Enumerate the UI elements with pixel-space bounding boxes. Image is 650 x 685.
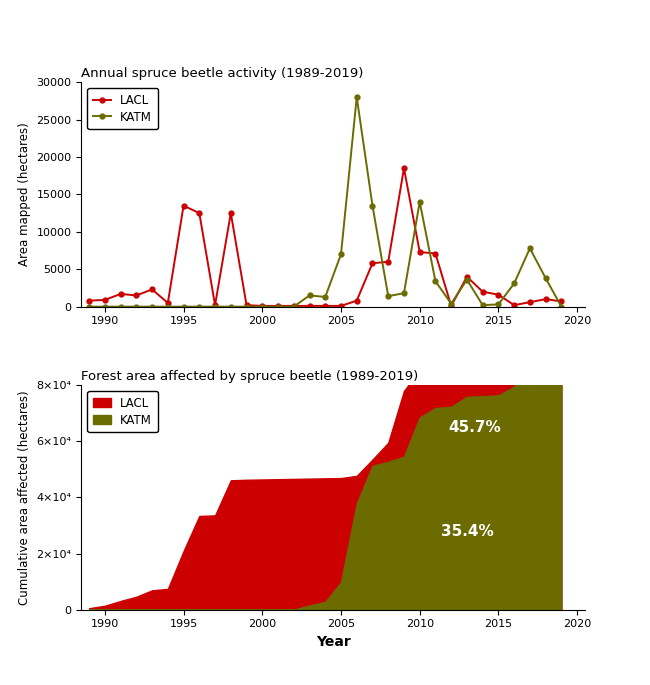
LACL [526, 298, 534, 306]
Text: Annual spruce beetle activity (1989-2019): Annual spruce beetle activity (1989-2019… [81, 66, 363, 79]
LACL [321, 302, 329, 310]
LACL [541, 295, 549, 303]
LACL [101, 296, 109, 304]
Text: Forest area affected by spruce beetle (1989-2019): Forest area affected by spruce beetle (1… [81, 370, 419, 383]
Legend: LACL, KATM: LACL, KATM [87, 391, 158, 432]
KATM [259, 303, 266, 311]
LACL [306, 302, 313, 310]
LACL [369, 259, 376, 267]
LACL [400, 164, 408, 173]
LACL [196, 209, 203, 217]
Line: LACL: LACL [86, 166, 564, 308]
KATM [85, 303, 93, 311]
X-axis label: Year: Year [316, 635, 350, 649]
Text: 45.7%: 45.7% [448, 420, 501, 435]
Line: KATM: KATM [86, 95, 564, 309]
KATM [290, 303, 298, 311]
KATM [510, 279, 518, 288]
LACL [227, 209, 235, 217]
LACL [164, 299, 172, 307]
LACL [432, 249, 439, 258]
KATM [164, 303, 172, 311]
KATM [117, 303, 125, 311]
LACL [85, 297, 93, 305]
KATM [196, 303, 203, 311]
LACL [259, 302, 266, 310]
KATM [227, 303, 235, 311]
KATM [321, 292, 329, 301]
LACL [274, 302, 282, 310]
KATM [558, 303, 566, 311]
LACL [558, 297, 566, 306]
KATM [369, 201, 376, 210]
LACL [290, 302, 298, 310]
LACL [353, 297, 361, 305]
Text: 35.4%: 35.4% [441, 523, 493, 538]
KATM [353, 93, 361, 101]
KATM [463, 275, 471, 284]
LACL [148, 286, 156, 294]
KATM [337, 250, 345, 258]
LACL [416, 248, 424, 256]
LACL [337, 302, 345, 310]
Y-axis label: Cumulative area affected (hectares): Cumulative area affected (hectares) [18, 390, 31, 605]
LACL [463, 273, 471, 281]
KATM [479, 301, 487, 309]
KATM [432, 277, 439, 286]
KATM [306, 291, 313, 299]
LACL [510, 301, 518, 309]
KATM [211, 303, 219, 311]
KATM [179, 303, 187, 311]
Legend: LACL, KATM: LACL, KATM [87, 88, 158, 129]
KATM [384, 292, 392, 300]
KATM [416, 198, 424, 206]
LACL [479, 288, 487, 296]
KATM [526, 244, 534, 252]
LACL [211, 301, 219, 309]
KATM [242, 303, 250, 311]
LACL [495, 290, 502, 299]
KATM [447, 299, 455, 308]
KATM [148, 303, 156, 311]
KATM [133, 303, 140, 311]
LACL [242, 301, 250, 309]
LACL [384, 258, 392, 266]
Y-axis label: Area mapped (hectares): Area mapped (hectares) [18, 123, 31, 266]
KATM [400, 289, 408, 297]
LACL [447, 302, 455, 310]
LACL [179, 201, 187, 210]
KATM [274, 303, 282, 311]
KATM [541, 274, 549, 282]
KATM [101, 303, 109, 311]
KATM [495, 300, 502, 308]
LACL [133, 291, 140, 299]
LACL [117, 290, 125, 298]
